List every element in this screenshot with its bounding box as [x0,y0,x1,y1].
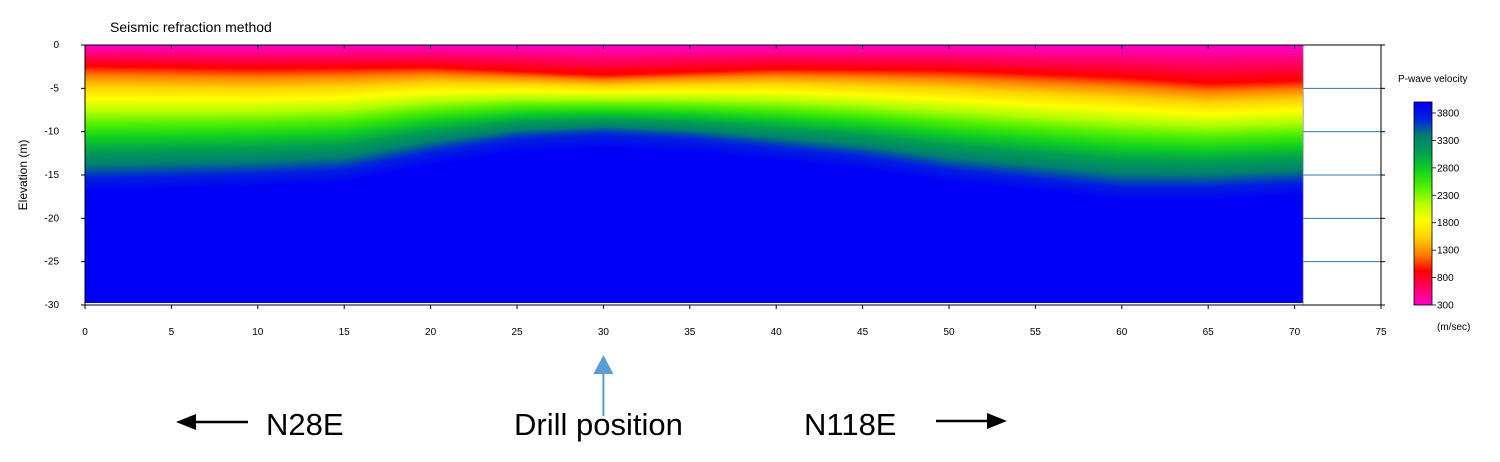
colorbar-labels: 3800 3300 2800 2300 1800 1300 800 300 [1432,108,1460,312]
drill-position-label: Drill position [514,407,683,442]
colorbar-tick-label: 800 [1437,273,1454,284]
x-tick-label: 10 [252,327,264,338]
x-tick-label: 35 [684,327,696,338]
chart-title: Seismic refraction method [110,19,272,35]
colorbar-tick-label: 1800 [1437,218,1460,229]
y-tick-label: -25 [45,257,60,268]
x-tick-label: 75 [1375,327,1387,338]
x-tick-label: 20 [425,327,437,338]
velocity-heatmap [85,45,1303,303]
heatmap-layer [85,45,1303,303]
direction-label-n118e: N118E [804,407,897,442]
y-tick-label: -30 [45,300,60,311]
colorbar-tick-label: 3300 [1437,136,1460,147]
x-tick-label: 55 [1030,327,1042,338]
x-axis: 0 5 10 15 20 25 30 35 40 45 50 55 60 65 70 75 [82,45,1387,338]
direction-label-n28e: N28E [266,407,344,442]
x-tick-label: 15 [339,327,351,338]
grid-layer [1302,45,1381,305]
y-tick-label: 0 [53,40,59,51]
x-tick-label: 70 [1289,327,1301,338]
colorbar-tick-label: 3800 [1437,108,1460,119]
x-tick-label: 40 [771,327,783,338]
x-tick-label: 25 [511,327,523,338]
colorbar-tick-label: 2300 [1437,191,1460,202]
annotation-arrows [176,355,1007,430]
y-tick-label: -10 [45,127,60,138]
x-tick-label: 30 [598,327,610,338]
colorbar-tick-label: 2800 [1437,163,1460,174]
colorbar-tick-label: 1300 [1437,246,1460,257]
x-tick-label: 60 [1116,327,1128,338]
x-tick-label: 45 [857,327,869,338]
x-tick-label: 65 [1203,327,1215,338]
x-tick-label: 0 [82,327,88,338]
y-tick-label: -15 [45,170,60,181]
y-tick-label: -5 [50,83,59,94]
colorbar-title: P-wave velocity [1398,74,1467,85]
y-axis: 0 -5 -10 -15 -20 -25 -30 [45,40,1385,311]
x-tick-label: 50 [943,327,955,338]
y-axis-label: Elevation (m) [16,140,30,211]
x-tick-label: 5 [169,327,175,338]
left-direction-arrowhead [176,414,196,430]
y-tick-label: -20 [45,213,60,224]
colorbar-tick-label: 300 [1437,301,1454,312]
right-direction-arrowhead [987,413,1007,429]
colorbar-unit: (m/sec) [1437,322,1470,333]
colorbar [1413,101,1433,306]
drill-position-arrowhead [593,355,614,374]
